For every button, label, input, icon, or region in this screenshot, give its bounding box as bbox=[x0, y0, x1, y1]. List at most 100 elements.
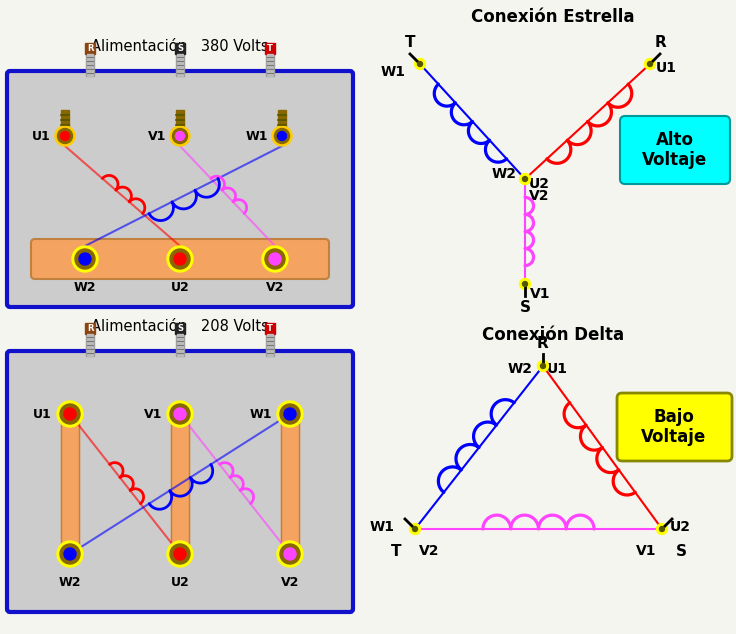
Bar bbox=[281, 406, 299, 562]
Circle shape bbox=[170, 544, 190, 564]
Text: V1: V1 bbox=[635, 544, 656, 558]
Text: U1: U1 bbox=[547, 362, 568, 376]
Bar bbox=[61, 406, 79, 562]
Circle shape bbox=[174, 253, 186, 265]
Bar bbox=[61, 406, 79, 562]
Text: Conexión Estrella: Conexión Estrella bbox=[471, 8, 634, 26]
Bar bbox=[278, 110, 286, 128]
Text: S: S bbox=[177, 324, 183, 333]
Circle shape bbox=[75, 249, 95, 269]
Text: V1: V1 bbox=[530, 287, 551, 301]
Circle shape bbox=[520, 174, 531, 184]
Text: U2: U2 bbox=[670, 520, 691, 534]
Text: U1: U1 bbox=[32, 129, 51, 143]
Bar bbox=[266, 334, 274, 356]
Circle shape bbox=[265, 249, 285, 269]
FancyBboxPatch shape bbox=[7, 351, 353, 612]
Text: U2: U2 bbox=[529, 177, 550, 191]
Text: W1: W1 bbox=[381, 65, 406, 79]
Text: T: T bbox=[267, 44, 273, 53]
Circle shape bbox=[272, 126, 292, 146]
Text: W2: W2 bbox=[74, 281, 96, 294]
Text: S: S bbox=[177, 44, 183, 53]
Circle shape bbox=[648, 61, 653, 67]
Text: R: R bbox=[537, 336, 549, 351]
Text: W1: W1 bbox=[246, 129, 268, 143]
Circle shape bbox=[269, 253, 281, 265]
Bar bbox=[86, 54, 94, 76]
Circle shape bbox=[417, 61, 422, 67]
Circle shape bbox=[60, 131, 69, 141]
Bar bbox=[175, 323, 185, 334]
Circle shape bbox=[175, 131, 185, 141]
Circle shape bbox=[79, 253, 91, 265]
Text: Alimentación   208 Volts: Alimentación 208 Volts bbox=[91, 319, 269, 334]
Text: U2: U2 bbox=[171, 576, 189, 589]
Circle shape bbox=[174, 548, 186, 560]
Bar bbox=[85, 323, 95, 334]
Circle shape bbox=[412, 526, 417, 531]
Circle shape bbox=[277, 401, 303, 427]
Text: T: T bbox=[267, 324, 273, 333]
Text: Conexión Delta: Conexión Delta bbox=[482, 326, 624, 344]
Circle shape bbox=[284, 548, 296, 560]
Circle shape bbox=[170, 126, 190, 146]
Circle shape bbox=[659, 526, 665, 531]
Bar bbox=[86, 334, 94, 356]
Circle shape bbox=[520, 278, 531, 290]
Text: V2: V2 bbox=[266, 281, 284, 294]
Circle shape bbox=[523, 281, 528, 287]
Text: R: R bbox=[87, 44, 93, 53]
Circle shape bbox=[414, 58, 425, 70]
FancyBboxPatch shape bbox=[7, 71, 353, 307]
Bar bbox=[87, 54, 93, 76]
Text: W2: W2 bbox=[492, 167, 517, 181]
Text: S: S bbox=[520, 300, 531, 315]
Text: W2: W2 bbox=[59, 576, 81, 589]
Text: Alimentación   380 Volts: Alimentación 380 Volts bbox=[91, 39, 269, 54]
Bar bbox=[176, 54, 184, 76]
Circle shape bbox=[60, 404, 80, 424]
Circle shape bbox=[60, 544, 80, 564]
Bar bbox=[176, 110, 184, 128]
Text: V1: V1 bbox=[144, 408, 162, 420]
Circle shape bbox=[55, 126, 75, 146]
FancyBboxPatch shape bbox=[31, 239, 329, 279]
Circle shape bbox=[170, 404, 190, 424]
Bar bbox=[171, 406, 189, 562]
Bar bbox=[176, 334, 184, 356]
Text: R: R bbox=[654, 35, 666, 50]
Circle shape bbox=[262, 246, 288, 272]
Text: S: S bbox=[676, 544, 687, 559]
Circle shape bbox=[280, 404, 300, 424]
Circle shape bbox=[284, 408, 296, 420]
Circle shape bbox=[523, 176, 528, 181]
Text: R: R bbox=[87, 324, 93, 333]
Bar bbox=[266, 54, 274, 76]
Bar bbox=[281, 406, 299, 562]
Text: V2: V2 bbox=[281, 576, 300, 589]
Circle shape bbox=[172, 129, 188, 143]
Text: W1: W1 bbox=[250, 408, 272, 420]
Circle shape bbox=[277, 541, 303, 567]
Circle shape bbox=[275, 129, 289, 143]
Text: U2: U2 bbox=[171, 281, 189, 294]
Bar bbox=[85, 43, 95, 54]
Bar bbox=[267, 334, 273, 356]
Circle shape bbox=[72, 246, 98, 272]
Bar bbox=[177, 334, 183, 356]
FancyBboxPatch shape bbox=[620, 116, 730, 184]
Bar bbox=[267, 54, 273, 76]
Text: V2: V2 bbox=[419, 544, 439, 558]
Circle shape bbox=[174, 408, 186, 420]
Text: Bajo
Voltaje: Bajo Voltaje bbox=[641, 408, 707, 446]
Text: T: T bbox=[391, 544, 401, 559]
Circle shape bbox=[57, 129, 73, 143]
Text: W1: W1 bbox=[370, 520, 395, 534]
Circle shape bbox=[409, 524, 420, 534]
Circle shape bbox=[57, 401, 83, 427]
Bar bbox=[87, 334, 93, 356]
Circle shape bbox=[537, 361, 548, 372]
Bar bbox=[175, 43, 185, 54]
FancyBboxPatch shape bbox=[617, 393, 732, 461]
